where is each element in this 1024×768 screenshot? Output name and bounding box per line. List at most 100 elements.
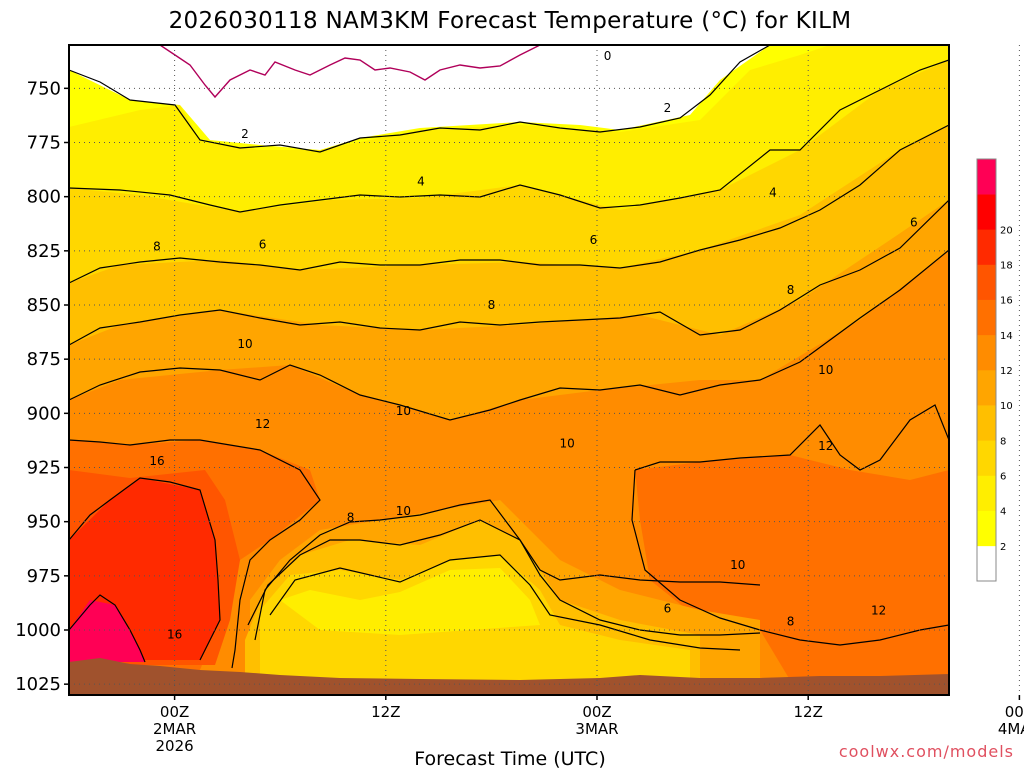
temperature-band-18-20 <box>69 600 145 662</box>
contour-line-12 <box>69 439 321 669</box>
contour-label-text: 0 <box>604 49 612 63</box>
chart-title: 2026030118 NAM3KM Forecast Temperature (… <box>169 8 852 34</box>
y-tick-label: 825 <box>27 241 61 262</box>
colorbar-swatch <box>977 510 996 547</box>
contour-label-text: 8 <box>153 240 161 254</box>
temperature-band-0-2 <box>69 45 770 150</box>
temperature-band-12-14 <box>635 455 949 680</box>
colorbar-label: 18 <box>1000 261 1013 272</box>
colorbar-swatch <box>977 334 996 371</box>
contour-line-4 <box>69 59 949 213</box>
y-tick-label: 750 <box>27 78 61 99</box>
contour-label-text: 16 <box>149 454 164 468</box>
colorbar-swatch <box>977 370 996 406</box>
contour-label: 12 <box>818 439 833 453</box>
colorbar-swatch <box>977 229 996 265</box>
contour-line-12 <box>631 469 949 646</box>
contour-label-text: 8 <box>787 283 795 297</box>
colorbar: 2 4 6 8 10 12 14 16 18 20 <box>976 158 1013 582</box>
plot-area <box>69 45 949 695</box>
x-tick-label: 2MAR <box>153 720 196 738</box>
x-axis-title: Forecast Time (UTC) <box>414 748 605 768</box>
contour-label: 8 <box>153 240 161 254</box>
credit-text: coolwx.com/models <box>839 742 1014 761</box>
x-tick-label: 00Z <box>1005 703 1024 721</box>
grid <box>69 45 1020 695</box>
contour-label-text: 10 <box>559 437 574 451</box>
contour-line-10 <box>69 249 949 421</box>
y-tick-label: 775 <box>27 133 61 154</box>
contour-lines <box>69 45 949 669</box>
contour-line-0 <box>159 45 541 99</box>
colorbar-label: 6 <box>1000 472 1006 483</box>
contour-label-text: 6 <box>910 216 918 230</box>
contour-label: 16 <box>167 627 182 641</box>
colorbar-swatch <box>977 159 996 195</box>
time-axis: 00Z2MAR202612Z00Z3MAR12Z00Z4MAR <box>153 695 1024 755</box>
contour-label: 12 <box>871 604 886 618</box>
colorbar-swatch <box>977 545 996 582</box>
y-tick-label: 875 <box>27 349 61 370</box>
contour-label: 2 <box>241 127 249 141</box>
contour-label-text: 8 <box>347 510 355 524</box>
contour-label: 6 <box>664 601 672 615</box>
x-tick-label: 00Z <box>582 703 611 721</box>
contour-label-text: 4 <box>417 175 425 189</box>
y-tick-label: 800 <box>27 187 61 208</box>
y-tick-label: 975 <box>27 566 61 587</box>
colorbar-swatch <box>977 264 996 300</box>
contour-label-text: 12 <box>818 439 833 453</box>
contour-label: 4 <box>417 175 425 189</box>
contour-label: 8 <box>787 614 795 628</box>
contour-line-12 <box>634 404 949 471</box>
contour-label: 10 <box>396 404 411 418</box>
colorbar-label: 20 <box>1000 225 1013 236</box>
y-tick-label: 1000 <box>15 620 61 641</box>
y-tick-label: 850 <box>27 295 61 316</box>
contour-label: 10 <box>237 337 252 351</box>
colorbar-swatch <box>977 194 996 230</box>
contour-line-8 <box>247 519 761 636</box>
contour-label: 6 <box>910 216 918 230</box>
contour-label: 4 <box>769 185 777 199</box>
contour-label: 16 <box>149 454 164 468</box>
contour-label-text: 12 <box>871 604 886 618</box>
pressure-axis: 750 775 800 825 850 875 900 925 950 975 1000 1025 <box>15 78 69 695</box>
contour-label: 10 <box>730 558 745 572</box>
contour-line-2 <box>69 45 771 153</box>
contour-label: 10 <box>396 504 411 518</box>
colorbar-swatch <box>977 299 996 336</box>
contour-line-8 <box>69 199 949 346</box>
contour-label-text: 6 <box>259 237 267 251</box>
contour-label: 10 <box>818 363 833 377</box>
contour-label-text: 10 <box>818 363 833 377</box>
contour-label-text: 12 <box>255 417 270 431</box>
contour-label-text: 6 <box>664 601 672 615</box>
contour-label-text: 2 <box>664 101 672 115</box>
contour-label: 6 <box>590 233 598 247</box>
contour-label-text: 8 <box>488 298 496 312</box>
colorbar-frame <box>976 158 997 582</box>
contour-label-text: 10 <box>730 558 745 572</box>
contour-label: 8 <box>347 510 355 524</box>
contour-label-text: 4 <box>769 185 777 199</box>
contour-label: 2 <box>664 101 672 115</box>
y-tick-label: 950 <box>27 512 61 533</box>
contour-label-text: 10 <box>396 504 411 518</box>
contour-label: 8 <box>787 283 795 297</box>
y-tick-label: 1025 <box>15 674 61 695</box>
colorbar-label: 16 <box>1000 296 1013 307</box>
contour-label-text: 10 <box>396 404 411 418</box>
colorbar-label: 14 <box>1000 331 1013 342</box>
colorbar-label: 2 <box>1000 542 1006 553</box>
colorbar-label: 10 <box>1000 401 1013 412</box>
contour-label: 12 <box>255 417 270 431</box>
contour-label: 8 <box>488 298 496 312</box>
contour-label-text: 8 <box>787 614 795 628</box>
colorbar-label: 8 <box>1000 436 1006 447</box>
contour-label: 6 <box>259 237 267 251</box>
x-tick-label: 2026 <box>156 737 194 755</box>
colorbar-swatch <box>977 440 996 476</box>
colorbar-swatch <box>977 405 996 441</box>
